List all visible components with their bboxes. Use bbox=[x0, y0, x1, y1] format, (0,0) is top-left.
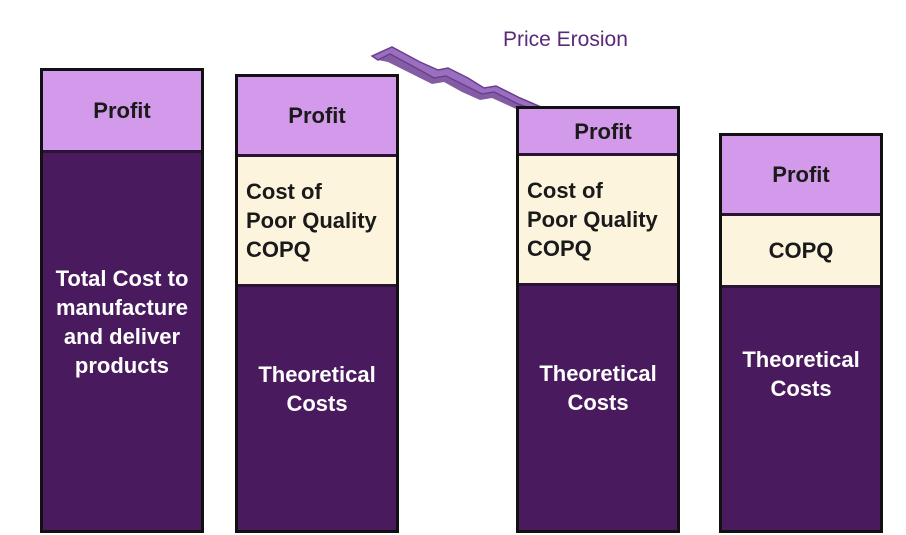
price-erosion-label: Price Erosion bbox=[503, 28, 628, 51]
copq-segment: COPQ bbox=[722, 216, 880, 288]
profit-label: Profit bbox=[288, 103, 346, 128]
theoretical-costs-label: Theoretical Costs bbox=[539, 361, 657, 415]
copq-label: Cost of Poor Quality COPQ bbox=[246, 179, 377, 262]
theoretical-costs-label: Theoretical Costs bbox=[258, 361, 376, 416]
profit-segment: Profit bbox=[722, 136, 880, 216]
total-cost-segment: Total Cost to manufacture and deliver pr… bbox=[43, 153, 201, 530]
column-total-cost: Profit Total Cost to manufacture and del… bbox=[40, 68, 204, 533]
total-cost-label: Total Cost to manufacture and deliver pr… bbox=[55, 265, 189, 378]
theoretical-costs-label: Theoretical Costs bbox=[742, 347, 860, 401]
profit-label: Profit bbox=[574, 118, 632, 144]
profit-label: Profit bbox=[772, 162, 830, 187]
theoretical-costs-segment: Theoretical Costs bbox=[722, 288, 880, 530]
profit-segment: Profit bbox=[238, 77, 396, 157]
profit-label: Profit bbox=[93, 98, 151, 123]
theoretical-costs-segment: Theoretical Costs bbox=[238, 287, 396, 530]
theoretical-costs-segment: Theoretical Costs bbox=[519, 286, 677, 530]
column-eroded-price: Profit Cost of Poor Quality COPQ Theoret… bbox=[516, 106, 680, 533]
column-with-copq: Profit Cost of Poor Quality COPQ Theoret… bbox=[235, 74, 399, 533]
profit-segment: Profit bbox=[43, 71, 201, 153]
column-reduced-copq: Profit COPQ Theoretical Costs bbox=[719, 133, 883, 533]
copq-segment: Cost of Poor Quality COPQ bbox=[519, 156, 677, 286]
copq-label: Cost of Poor Quality COPQ bbox=[527, 178, 658, 261]
copq-segment: Cost of Poor Quality COPQ bbox=[238, 157, 396, 287]
profit-segment: Profit bbox=[519, 109, 677, 156]
copq-label: COPQ bbox=[768, 238, 834, 263]
